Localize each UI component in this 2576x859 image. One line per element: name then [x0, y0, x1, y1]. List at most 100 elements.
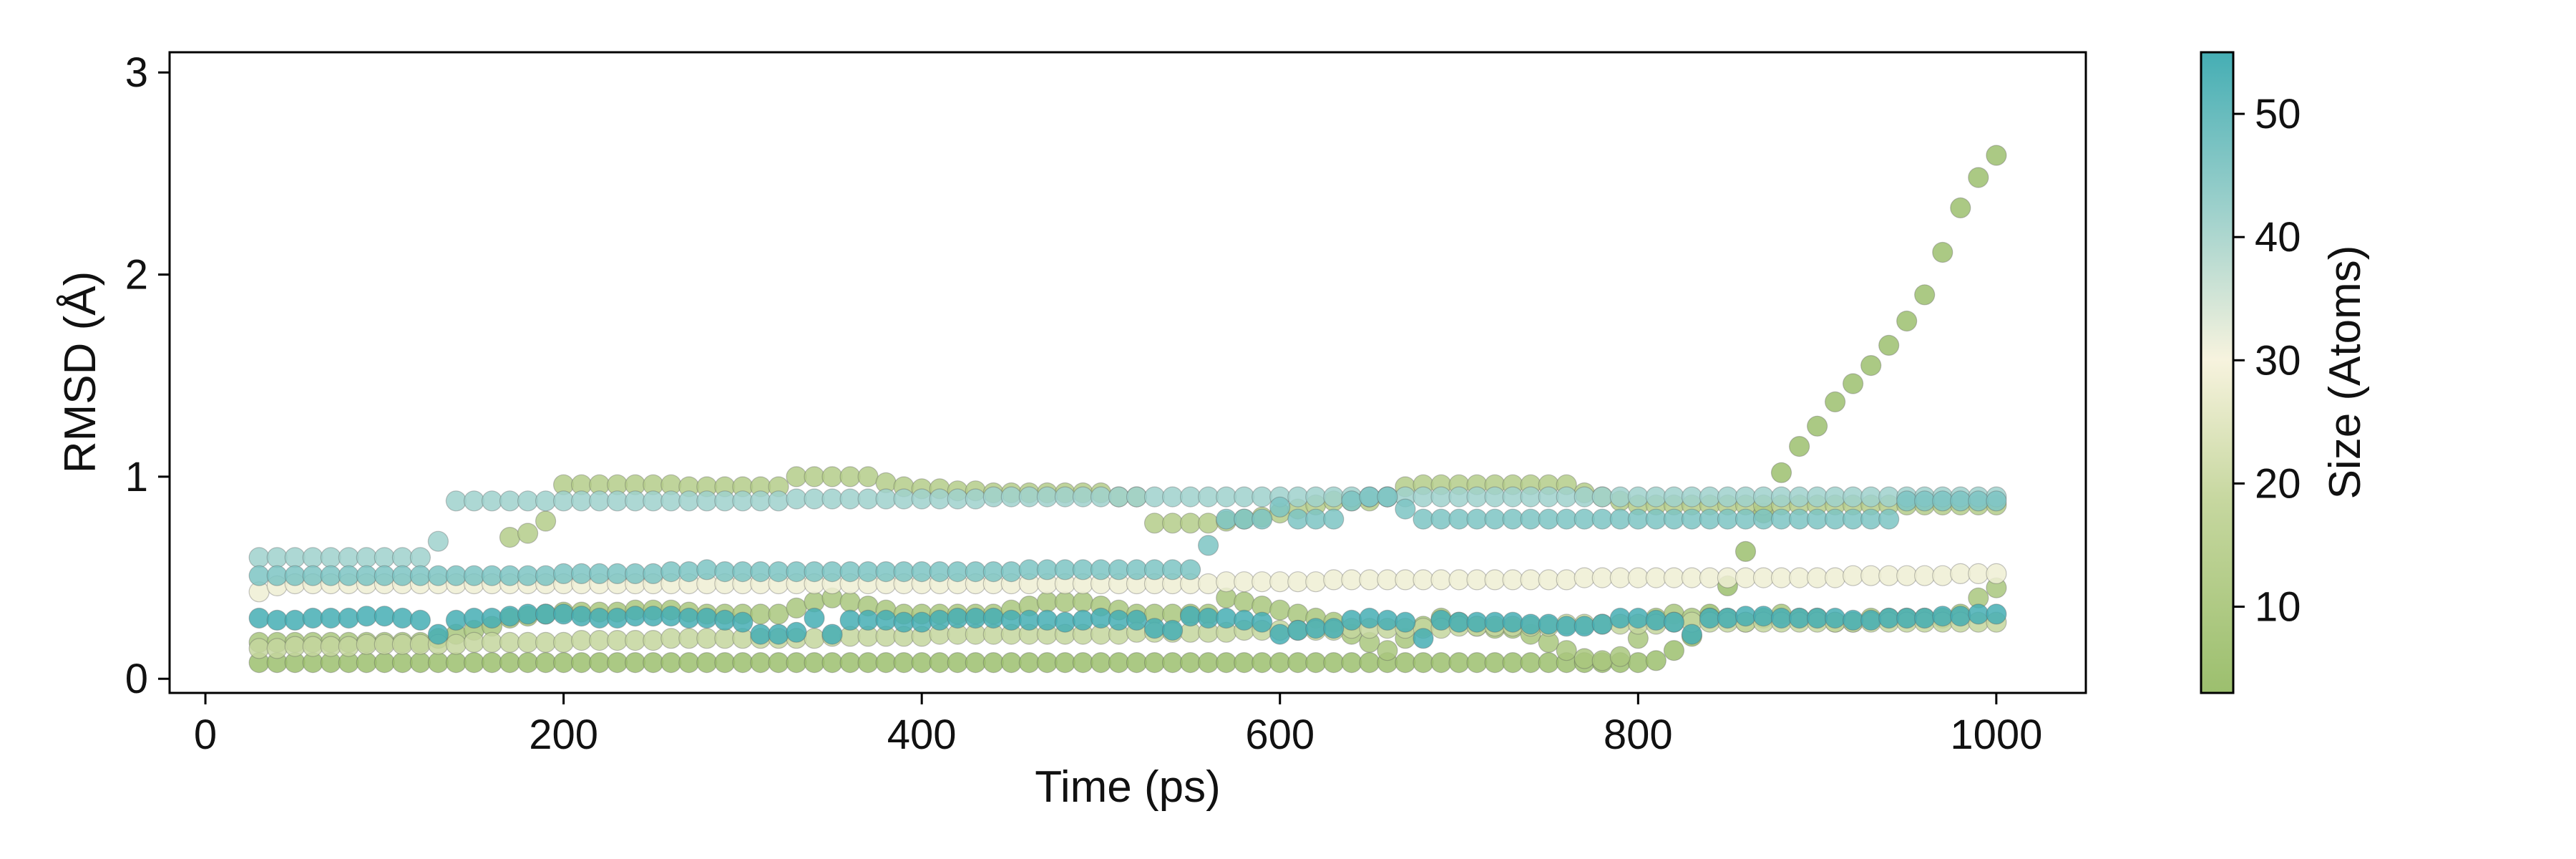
scatter-point	[857, 488, 879, 510]
scatter-point	[1466, 508, 1488, 530]
scatter-point	[1000, 651, 1022, 674]
scatter-point	[1735, 540, 1757, 563]
scatter-point	[1395, 498, 1416, 520]
scatter-point	[1018, 609, 1040, 631]
scatter-point	[893, 611, 914, 633]
scatter-point	[821, 623, 843, 645]
scatter-point	[517, 565, 539, 586]
scatter-point	[552, 490, 575, 512]
scatter-point	[589, 563, 610, 585]
scatter-point	[1448, 651, 1470, 674]
scatter-point	[1252, 486, 1273, 508]
scatter-point	[696, 559, 718, 581]
scatter-point	[732, 611, 753, 633]
scatter-point	[1896, 565, 1918, 586]
scatter-point	[356, 606, 377, 627]
scatter-point	[786, 597, 807, 619]
scatter-point	[338, 636, 359, 657]
scatter-point	[839, 466, 861, 487]
scatter-point	[714, 628, 736, 649]
scatter-point	[1627, 508, 1649, 530]
scatter-point	[1466, 569, 1488, 591]
scatter-point	[1807, 508, 1828, 530]
scatter-point	[1143, 559, 1166, 581]
scatter-point	[535, 490, 557, 512]
scatter-point	[929, 488, 950, 510]
scatter-point	[302, 607, 323, 629]
scatter-point	[1108, 486, 1130, 508]
scatter-point	[1000, 560, 1022, 583]
scatter-point	[1269, 571, 1291, 593]
scatter-point	[1341, 651, 1362, 674]
colorbar-axis: 10 20 30 40 50	[2233, 91, 2301, 631]
scatter-point	[643, 629, 664, 651]
scatter-point	[1161, 486, 1184, 508]
scatter-point	[660, 628, 682, 649]
scatter-point	[929, 651, 950, 674]
scatter-point	[1932, 606, 1953, 627]
scatter-point	[320, 547, 341, 568]
scatter-point	[445, 609, 467, 631]
scatter-point	[929, 609, 950, 631]
scatter-point	[1914, 284, 1936, 306]
scatter-point	[1789, 607, 1810, 629]
scatter-point	[1234, 591, 1255, 613]
scatter-point	[607, 563, 628, 585]
scatter-point	[1770, 607, 1792, 629]
scatter-point	[1789, 435, 1810, 457]
scatter-point	[266, 609, 288, 631]
scatter-point	[1752, 606, 1775, 627]
scatter-point	[445, 634, 467, 655]
scatter-point	[1699, 486, 1720, 508]
scatter-point	[535, 510, 557, 532]
scatter-point	[1108, 609, 1130, 631]
scatter-point	[374, 547, 395, 568]
scatter-point	[929, 560, 950, 583]
scatter-point	[1377, 486, 1398, 508]
scatter-point	[1591, 486, 1613, 508]
plot-frame	[168, 51, 2087, 694]
colorbar-tick-label: 10	[2255, 584, 2301, 631]
scatter-point	[284, 547, 306, 568]
scatter-point	[1717, 486, 1738, 508]
scatter-point	[839, 591, 861, 613]
scatter-point	[1520, 651, 1541, 674]
scatter-point	[678, 628, 700, 649]
scatter-point	[1323, 618, 1345, 639]
scatter-point	[445, 490, 467, 512]
scatter-point	[1287, 651, 1309, 674]
scatter-point	[1036, 559, 1058, 581]
scatter-point	[982, 651, 1004, 674]
scatter-point	[266, 565, 288, 586]
x-tick-label: 400	[887, 712, 957, 758]
scatter-point	[1645, 567, 1667, 588]
scatter-point	[750, 490, 771, 512]
scatter-point	[1789, 508, 1810, 530]
scatter-point	[499, 565, 521, 586]
scatter-point	[1341, 609, 1362, 631]
scatter-point	[1179, 606, 1201, 627]
scatter-point	[1932, 565, 1953, 586]
scatter-point	[499, 606, 521, 627]
scatter-point	[696, 651, 718, 674]
scatter-point	[1448, 486, 1470, 508]
scatter-point	[356, 547, 377, 568]
scatter-point	[1484, 569, 1506, 591]
scatter-point	[1216, 607, 1237, 629]
scatter-point	[1574, 486, 1595, 508]
scatter-point	[786, 466, 807, 487]
scatter-point	[1484, 486, 1506, 508]
scatter-point	[750, 651, 771, 674]
scatter-point	[1645, 508, 1667, 530]
scatter-point	[1770, 462, 1792, 483]
scatter-point	[1878, 565, 1900, 586]
scatter-point	[1252, 508, 1273, 530]
colorbar-tick-label: 20	[2255, 460, 2301, 507]
scatter-point	[1126, 651, 1148, 674]
scatter-point	[1627, 607, 1649, 629]
scatter-point	[947, 607, 968, 629]
scatter-point	[1341, 490, 1362, 512]
scatter-point	[1359, 607, 1380, 629]
scatter-point	[1825, 391, 1846, 413]
scatter-point	[1197, 607, 1219, 629]
